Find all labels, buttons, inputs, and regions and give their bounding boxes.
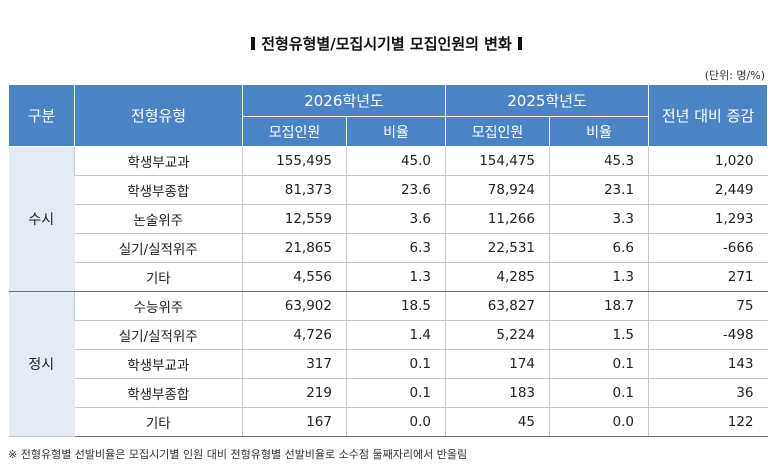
count-2026-cell: 81,373 xyxy=(242,175,347,205)
count-2025-cell: 183 xyxy=(445,378,550,408)
header-row-2: 모집인원 비율 모집인원 비율 xyxy=(9,116,768,147)
type-cell: 실기/실적위주 xyxy=(74,320,243,350)
table-row: 논술위주 12,559 3.6 11,266 3.3 1,293 xyxy=(9,204,768,234)
count-2025-cell: 78,924 xyxy=(445,175,550,205)
table-row: 학생부교과 317 0.1 174 0.1 143 xyxy=(9,349,768,379)
ratio-2026-cell: 45.0 xyxy=(345,146,446,176)
ratio-2025-cell: 0.1 xyxy=(549,378,649,408)
count-2026-cell: 155,495 xyxy=(242,146,347,176)
ratio-2025-cell: 0.0 xyxy=(549,407,649,437)
header-2026: 2026학년도 xyxy=(241,84,447,117)
unit-label: (단위: 명/%) xyxy=(704,69,765,82)
title-text: 전형유형별/모집시기별 모집인원의 변화 xyxy=(261,35,512,53)
ratio-2025-cell: 18.7 xyxy=(549,291,649,321)
ratio-2026-cell: 0.1 xyxy=(345,378,446,408)
table-body: 수시 학생부교과 155,495 45.0 154,475 45.3 1,020 학생부종합 8… xyxy=(8,146,768,437)
ratio-2025-cell: 3.3 xyxy=(549,204,649,234)
header-2026-count: 모집인원 xyxy=(242,116,347,147)
ratio-2026-cell: 6.3 xyxy=(345,233,446,263)
footnote: ※ 전형유형별 선발비율은 모집시기별 인원 대비 전형유형별 선발비율로 소수… xyxy=(8,448,468,461)
type-cell: 기타 xyxy=(74,262,243,292)
table-row: 기타 167 0.0 45 0.0 122 xyxy=(9,407,768,437)
count-2026-cell: 4,726 xyxy=(242,320,347,350)
count-2026-cell: 21,865 xyxy=(242,233,347,263)
table-row: 실기/실적위주 21,865 6.3 22,531 6.6 -666 xyxy=(9,233,768,263)
type-cell: 학생부종합 xyxy=(74,175,243,205)
change-cell: 1,293 xyxy=(648,204,768,234)
title-bar-right xyxy=(517,37,522,50)
title-bar-left xyxy=(251,37,256,50)
change-cell: -498 xyxy=(648,320,768,350)
ratio-2026-cell: 23.6 xyxy=(345,175,446,205)
header-2026-ratio: 비율 xyxy=(345,116,447,147)
admission-table: 구분 전형유형 2026학년도 2025학년도 전년 대비 증감 모집인원 비율… xyxy=(8,84,769,437)
change-cell: 122 xyxy=(648,407,768,437)
ratio-2025-cell: 1.5 xyxy=(549,320,649,350)
ratio-2026-cell: 0.0 xyxy=(345,407,446,437)
count-2026-cell: 4,556 xyxy=(242,262,347,292)
count-2025-cell: 11,266 xyxy=(445,204,550,234)
count-2026-cell: 219 xyxy=(242,378,347,408)
ratio-2025-cell: 1.3 xyxy=(549,262,649,292)
type-cell: 실기/실적위주 xyxy=(74,233,243,263)
ratio-2026-cell: 3.6 xyxy=(345,204,446,234)
ratio-2025-cell: 23.1 xyxy=(549,175,649,205)
change-cell: 36 xyxy=(648,378,768,408)
ratio-2025-cell: 0.1 xyxy=(549,349,649,379)
table-row: 정시 수능위주 63,902 18.5 63,827 18.7 75 xyxy=(8,291,768,437)
table-row: 기타 4,556 1.3 4,285 1.3 271 xyxy=(9,262,768,292)
ratio-2025-cell: 6.6 xyxy=(549,233,649,263)
header-2025-ratio: 비율 xyxy=(549,116,650,147)
count-2026-cell: 63,902 xyxy=(242,291,347,321)
group-label: 정시 xyxy=(8,291,75,437)
ratio-2026-cell: 1.4 xyxy=(345,320,446,350)
change-cell: 1,020 xyxy=(648,146,768,176)
type-cell: 학생부교과 xyxy=(74,349,243,379)
count-2025-cell: 5,224 xyxy=(445,320,550,350)
table-row: 실기/실적위주 4,726 1.4 5,224 1.5 -498 xyxy=(9,320,768,350)
change-cell: 143 xyxy=(648,349,768,379)
header-2025-count: 모집인원 xyxy=(445,116,551,147)
header-2025: 2025학년도 xyxy=(445,84,650,117)
change-cell: 2,449 xyxy=(648,175,768,205)
table-row: 학생부종합 219 0.1 183 0.1 36 xyxy=(9,378,768,408)
table-title: 전형유형별/모집시기별 모집인원의 변화 xyxy=(0,33,773,54)
count-2025-cell: 22,531 xyxy=(445,233,550,263)
header-change: 전년 대비 증감 xyxy=(648,84,769,147)
type-cell: 학생부교과 xyxy=(74,146,243,176)
group-label: 수시 xyxy=(8,146,75,292)
count-2026-cell: 167 xyxy=(242,407,347,437)
count-2025-cell: 154,475 xyxy=(445,146,550,176)
count-2025-cell: 63,827 xyxy=(445,291,550,321)
type-cell: 기타 xyxy=(74,407,243,437)
count-2025-cell: 4,285 xyxy=(445,262,550,292)
count-2025-cell: 174 xyxy=(445,349,550,379)
ratio-2026-cell: 18.5 xyxy=(345,291,446,321)
header-group: 구분 xyxy=(8,84,75,147)
header-row-1: 구분 전형유형 2026학년도 2025학년도 전년 대비 증감 xyxy=(8,84,769,147)
ratio-2026-cell: 1.3 xyxy=(345,262,446,292)
count-2026-cell: 12,559 xyxy=(242,204,347,234)
header-type: 전형유형 xyxy=(74,84,243,147)
count-2026-cell: 317 xyxy=(242,349,347,379)
table-row: 학생부종합 81,373 23.6 78,924 23.1 2,449 xyxy=(9,175,768,205)
table-row: 수시 학생부교과 155,495 45.0 154,475 45.3 1,020 xyxy=(8,146,768,292)
ratio-2026-cell: 0.1 xyxy=(345,349,446,379)
change-cell: -666 xyxy=(648,233,768,263)
change-cell: 271 xyxy=(648,262,768,292)
type-cell: 논술위주 xyxy=(74,204,243,234)
ratio-2025-cell: 45.3 xyxy=(549,146,649,176)
count-2025-cell: 45 xyxy=(445,407,550,437)
type-cell: 학생부종합 xyxy=(74,378,243,408)
change-cell: 75 xyxy=(648,291,768,321)
type-cell: 수능위주 xyxy=(74,291,243,321)
